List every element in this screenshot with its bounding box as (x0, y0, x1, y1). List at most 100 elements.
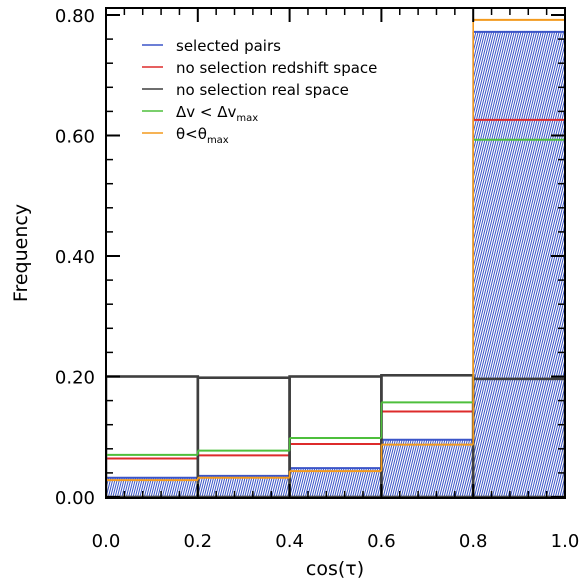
hatch-line (370, 467, 379, 498)
hatch-line (380, 439, 394, 487)
hatch-line (221, 475, 228, 498)
legend-label: selected pairs (176, 37, 281, 55)
hatch-line (336, 467, 345, 498)
hatch-line (354, 467, 363, 498)
hatch-line (472, 31, 556, 358)
hatch-line (275, 475, 282, 498)
hatch-line (405, 439, 421, 498)
hatch-line (485, 179, 565, 498)
hatch-line (356, 467, 365, 498)
hatch-line (338, 467, 347, 498)
hatch-line (491, 206, 565, 498)
hatch-line (459, 443, 474, 498)
hatch-line (472, 31, 515, 196)
hatch-line (257, 475, 264, 498)
hatch-line (253, 475, 260, 498)
hatch-line (266, 475, 273, 498)
hatch-line (472, 31, 565, 394)
hatch-line (199, 475, 206, 498)
hatch-line (228, 475, 235, 498)
hatch-line (268, 475, 276, 498)
hatch-line (472, 80, 565, 448)
hatch-line (416, 439, 432, 498)
hatch-line (514, 296, 565, 498)
hatch-line (472, 31, 522, 223)
hatch-line (472, 31, 493, 106)
hatch-line (271, 475, 278, 498)
hatch-line (472, 31, 481, 61)
hatch-line (239, 475, 246, 498)
hatch-line (494, 215, 565, 498)
hatch-line (345, 467, 354, 498)
hatch-line (472, 31, 544, 313)
legend-entry: no selection real space (142, 81, 349, 99)
hatch-line (472, 89, 565, 457)
hatch-line (403, 439, 419, 498)
hatch-line (280, 475, 287, 498)
hatch-line (394, 439, 410, 498)
hatch-line (320, 467, 329, 498)
x-tick-label: 1.0 (551, 531, 580, 552)
hatch-line (472, 31, 560, 376)
hatch-line (398, 439, 414, 498)
hatch-line (309, 467, 318, 498)
x-tick-label: 0.6 (367, 531, 396, 552)
hatch-line (382, 439, 399, 498)
hatch-line (487, 188, 565, 498)
hatch-line (302, 467, 311, 498)
hatch-line (300, 467, 309, 498)
x-tick-label: 0.8 (459, 531, 488, 552)
hatch-line (307, 467, 316, 498)
hatch-line (521, 323, 565, 498)
hatch-line (349, 467, 359, 498)
hatch-line (472, 31, 553, 349)
hatch-line (389, 439, 405, 498)
hatch-line (525, 341, 565, 498)
hatch-line (512, 287, 565, 498)
hatch-line (472, 116, 565, 484)
hatch-line (472, 31, 524, 232)
hatch-line (472, 98, 565, 466)
hatch-line (316, 467, 325, 498)
hatch-line (223, 475, 231, 498)
legend-label: Δv < Δvmax (176, 103, 258, 124)
hatch-line (527, 350, 565, 498)
hatch-line (235, 475, 242, 498)
hatch-line (543, 413, 565, 498)
y-tick-label: 0.60 (55, 127, 95, 148)
legend-entry: Δv < Δvmax (142, 103, 258, 124)
hatch-line (472, 31, 547, 322)
hatch-line (472, 31, 535, 277)
hatch-line (210, 475, 217, 498)
hatch-line (407, 439, 423, 498)
hatch-line (313, 467, 323, 498)
hatch-line (472, 125, 565, 493)
hatch-line (340, 467, 350, 498)
hatch-line (472, 31, 533, 268)
hatch-line (387, 439, 403, 498)
hatch-fill-layer (106, 31, 565, 498)
hatch-line (534, 377, 565, 498)
hatch-line (503, 251, 565, 498)
hatch-line (205, 475, 213, 498)
hatch-line (282, 475, 289, 498)
hatch-line (550, 440, 565, 498)
hatch-line (472, 31, 488, 88)
hatch-line (463, 461, 474, 498)
hatch-line (518, 314, 565, 498)
y-tick-label: 0.40 (55, 247, 95, 268)
hatch-line (421, 439, 437, 498)
hatch-line (489, 197, 565, 498)
hatch-line (295, 467, 305, 498)
hatch-line (237, 475, 244, 498)
hatch-line (472, 31, 508, 169)
hatch-line (472, 31, 511, 178)
hatch-line (425, 439, 441, 498)
hatch-line (472, 31, 520, 214)
hatch-bin (289, 467, 382, 498)
hatch-line (496, 224, 565, 498)
hatch-line (472, 35, 565, 403)
x-tick-label: 0.4 (275, 531, 304, 552)
hatch-line (473, 134, 565, 498)
y-tick-label: 0.80 (55, 6, 95, 27)
